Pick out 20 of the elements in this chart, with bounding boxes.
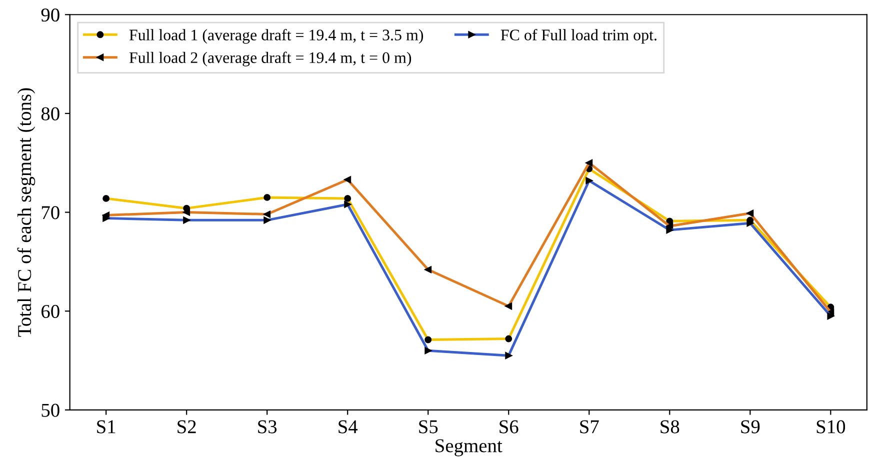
x-tick-label: S4 [338, 420, 358, 434]
x-tick-label: S7 [580, 420, 599, 434]
x-tick-label: S8 [660, 420, 680, 434]
x-tick-label: S2 [178, 420, 196, 434]
x-tick-label: S1 [97, 420, 116, 434]
x-tick-label: S10 [816, 420, 846, 434]
x-axis-title: Segment [436, 439, 502, 456]
y-tick-label: 70 [42, 206, 60, 220]
x-tick-label: S5 [419, 420, 438, 434]
x-tick-label: S3 [258, 420, 277, 434]
y-axis-title: Total FC of each segment (tons) [17, 88, 36, 337]
y-tick-label: 60 [42, 304, 60, 318]
legend-label: Full load 2 (average draft = 19.4 m, t = 0 m) [129, 52, 412, 66]
y-tick-label: 50 [42, 404, 60, 417]
x-tick-label: S9 [741, 420, 760, 434]
y-tick-label: 80 [41, 107, 60, 120]
y-tick-label: 90 [41, 8, 60, 22]
legend-label: FC of Full load trim opt. [500, 29, 656, 44]
x-tick-label: S6 [500, 420, 518, 434]
legend-label: Full load 1 (average draft = 19.4 m, t = 3.5 m) [129, 29, 424, 44]
